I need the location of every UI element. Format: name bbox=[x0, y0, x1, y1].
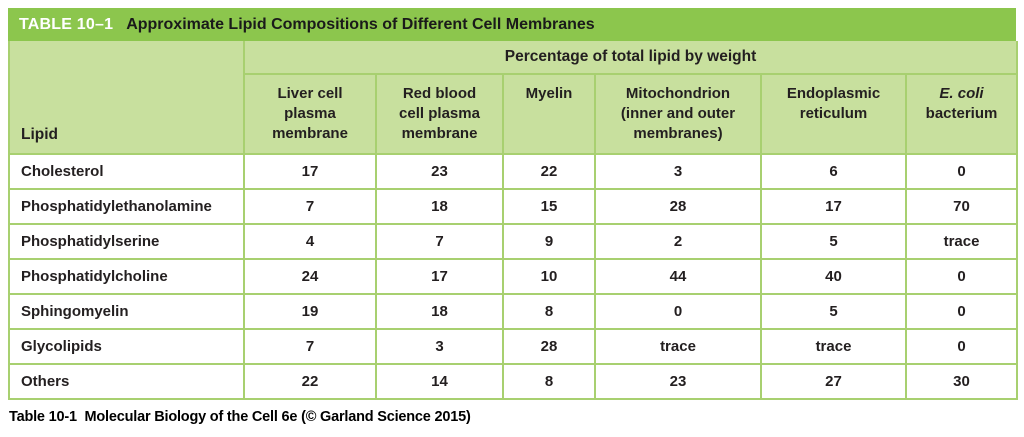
table-row-phosphatidylethanolamine: Phosphatidylethanolamine 7 18 15 28 17 7… bbox=[8, 188, 1019, 225]
value-cell: 18 bbox=[375, 188, 504, 225]
lipid-name-cell: Cholesterol bbox=[8, 153, 245, 190]
table-number-label: TABLE 10–1 bbox=[19, 15, 114, 33]
value-cell: 30 bbox=[904, 363, 1019, 400]
value-cell: 7 bbox=[375, 223, 504, 260]
value-cell: 5 bbox=[760, 293, 907, 330]
header-line: Mitochondrion bbox=[625, 85, 731, 102]
lipid-table-figure: TABLE 10–1 Approximate Lipid Composition… bbox=[8, 8, 1019, 425]
value-cell: trace bbox=[904, 223, 1019, 260]
column-header-row: Liver cell plasma membrane Red blood cel… bbox=[9, 73, 1019, 155]
lipid-name-cell: Phosphatidylserine bbox=[8, 223, 245, 260]
value-cell: 0 bbox=[904, 258, 1019, 295]
column-header-red-blood-cell-plasma-membrane: Red blood cell plasma membrane bbox=[375, 73, 504, 155]
value-cell: 14 bbox=[375, 363, 504, 400]
table-title-bar: TABLE 10–1 Approximate Lipid Composition… bbox=[8, 8, 1016, 41]
value-cell: 8 bbox=[502, 363, 596, 400]
header-line: bacterium bbox=[925, 104, 998, 122]
table-row-glycolipids: Glycolipids 7 3 28 trace trace 0 bbox=[8, 328, 1019, 365]
lipid-name-cell: Phosphatidylethanolamine bbox=[8, 188, 245, 225]
header-line: Myelin bbox=[525, 85, 573, 102]
table-row-others: Others 22 14 8 23 27 30 bbox=[8, 363, 1019, 400]
value-cell: 17 bbox=[375, 258, 504, 295]
value-cell: 18 bbox=[375, 293, 504, 330]
figure-caption: Table 10-1 Molecular Biology of the Cell… bbox=[9, 409, 471, 425]
span-header-row: Lipid Percentage of total lipid by weigh… bbox=[8, 41, 1019, 155]
value-cell: 23 bbox=[594, 363, 762, 400]
value-cell: 2 bbox=[594, 223, 762, 260]
value-cell: 7 bbox=[243, 328, 377, 365]
value-cell: 28 bbox=[502, 328, 596, 365]
span-header-percentage: Percentage of total lipid by weight bbox=[242, 41, 1019, 75]
header-line: Liver cell bbox=[277, 85, 343, 102]
lipid-composition-table: Lipid Percentage of total lipid by weigh… bbox=[8, 41, 1019, 400]
table-title-text: Approximate Lipid Compositions of Differ… bbox=[126, 15, 595, 33]
header-line: Red blood bbox=[402, 85, 477, 102]
value-cell: 0 bbox=[904, 328, 1019, 365]
header-line-italic: E. coli bbox=[939, 85, 984, 102]
table-row-cholesterol: Cholesterol 17 23 22 3 6 0 bbox=[8, 153, 1019, 190]
table-row-sphingomyelin: Sphingomyelin 19 18 8 0 5 0 bbox=[8, 293, 1019, 330]
column-header-endoplasmic-reticulum: Endoplasmic reticulum bbox=[760, 73, 907, 155]
value-cell: 17 bbox=[243, 153, 377, 190]
header-line: Endoplasmic bbox=[786, 85, 881, 102]
header-line: cell plasma bbox=[399, 104, 480, 122]
header-line: (inner and outer bbox=[620, 104, 736, 122]
value-cell: 5 bbox=[760, 223, 907, 260]
value-cell: 9 bbox=[502, 223, 596, 260]
column-header-lipid: Lipid bbox=[8, 41, 245, 155]
value-cell: 27 bbox=[760, 363, 907, 400]
header-line: reticulum bbox=[799, 104, 868, 122]
value-cell: 23 bbox=[375, 153, 504, 190]
value-cell: 17 bbox=[760, 188, 907, 225]
lipid-name-cell: Sphingomyelin bbox=[8, 293, 245, 330]
value-cell: trace bbox=[594, 328, 762, 365]
value-cell: 8 bbox=[502, 293, 596, 330]
value-cell: 10 bbox=[502, 258, 596, 295]
value-cell: 24 bbox=[243, 258, 377, 295]
value-cell: 0 bbox=[594, 293, 762, 330]
lipid-name-cell: Glycolipids bbox=[8, 328, 245, 365]
value-cell: 15 bbox=[502, 188, 596, 225]
column-header-myelin: Myelin bbox=[502, 73, 596, 155]
value-cell: 70 bbox=[904, 188, 1019, 225]
value-cell: 4 bbox=[243, 223, 377, 260]
column-header-liver-cell-plasma-membrane: Liver cell plasma membrane bbox=[243, 73, 377, 155]
value-cell: 6 bbox=[760, 153, 907, 190]
header-line: membrane bbox=[401, 124, 478, 142]
value-cell: 0 bbox=[904, 293, 1019, 330]
header-line: membrane bbox=[272, 124, 348, 142]
value-cell: 22 bbox=[502, 153, 596, 190]
value-cell: 28 bbox=[594, 188, 762, 225]
lipid-name-cell: Others bbox=[8, 363, 245, 400]
value-cell: 3 bbox=[594, 153, 762, 190]
value-cell: 19 bbox=[243, 293, 377, 330]
value-cell: 7 bbox=[243, 188, 377, 225]
value-cell: 0 bbox=[904, 153, 1019, 190]
header-line: membranes) bbox=[633, 124, 723, 142]
header-line: plasma bbox=[284, 104, 336, 122]
value-cell: 44 bbox=[594, 258, 762, 295]
value-cell: trace bbox=[760, 328, 907, 365]
value-cell: 40 bbox=[760, 258, 907, 295]
column-header-mitochondrion: Mitochondrion (inner and outer membranes… bbox=[594, 73, 762, 155]
value-cell: 22 bbox=[243, 363, 377, 400]
table-row-phosphatidylcholine: Phosphatidylcholine 24 17 10 44 40 0 bbox=[8, 258, 1019, 295]
column-header-e-coli-bacterium: E. coli bacterium bbox=[904, 73, 1019, 155]
table-row-phosphatidylserine: Phosphatidylserine 4 7 9 2 5 trace bbox=[8, 223, 1019, 260]
value-cell: 3 bbox=[375, 328, 504, 365]
lipid-name-cell: Phosphatidylcholine bbox=[8, 258, 245, 295]
